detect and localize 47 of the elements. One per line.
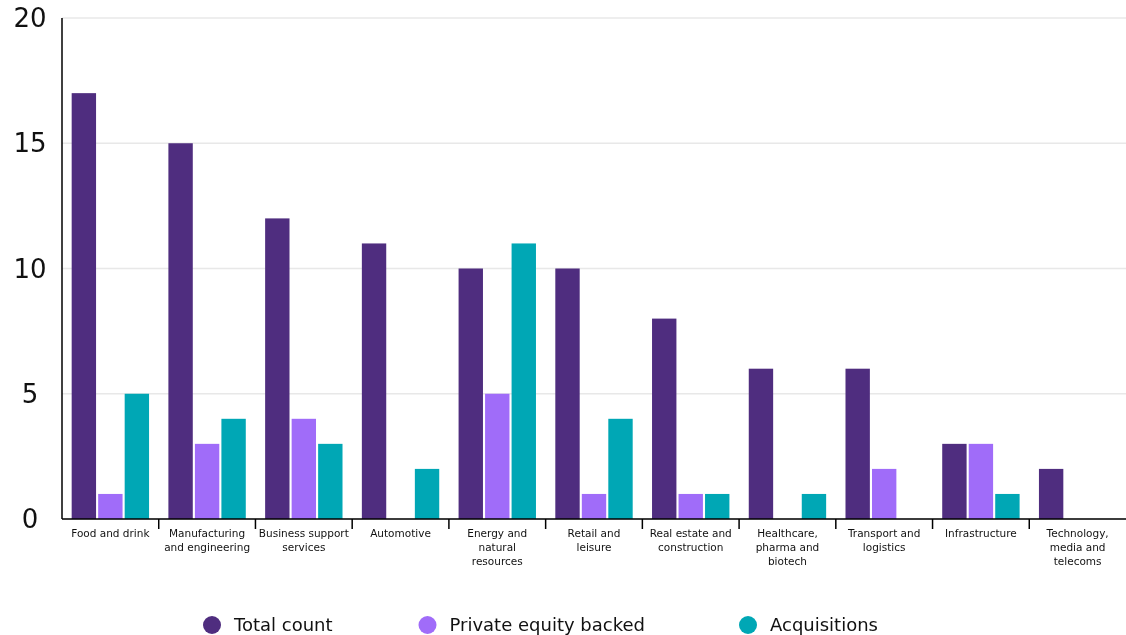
bar	[555, 268, 580, 519]
bar	[71, 93, 97, 519]
bar	[221, 418, 246, 519]
x-tick-label: Food and drink	[71, 527, 151, 539]
bar	[485, 393, 510, 519]
bar	[652, 318, 677, 519]
bar	[194, 443, 220, 519]
bar	[1038, 468, 1064, 519]
bar	[291, 418, 317, 519]
bar	[801, 493, 827, 519]
x-tick-label: Infrastructure	[944, 527, 1017, 539]
bar	[98, 493, 123, 519]
x-tick-label: Real estate and construction	[649, 527, 732, 553]
bar	[124, 393, 150, 519]
bar	[995, 493, 1020, 519]
bar	[511, 243, 536, 519]
x-tick-label: Automotive	[370, 527, 431, 539]
x-tick-label: Retail and leisure	[567, 527, 621, 553]
y-tick-label: 10	[13, 253, 47, 284]
x-tick-label: Business support services	[258, 527, 349, 553]
bar	[748, 368, 774, 519]
x-tick-label: Healthcare, pharma and biotech	[755, 527, 820, 567]
bar	[414, 468, 440, 519]
bar	[361, 243, 387, 519]
bar	[968, 443, 994, 519]
legend-label: Private equity backed	[449, 614, 645, 635]
bar	[168, 143, 193, 519]
y-tick-label: 15	[13, 128, 47, 159]
bar	[581, 493, 607, 519]
y-tick-label: 20	[13, 3, 47, 34]
bar	[705, 493, 730, 519]
legend-label: Acquisitions	[770, 614, 878, 635]
x-tick-label: Energy and natural resources	[467, 527, 528, 567]
y-tick-label: 0	[21, 504, 39, 535]
bar	[845, 368, 870, 519]
bar	[458, 268, 483, 519]
x-tick-label: Technology, media and telecoms	[1045, 527, 1109, 567]
bar	[942, 443, 967, 519]
bar	[318, 443, 343, 519]
bar	[608, 418, 633, 519]
bar	[871, 468, 897, 519]
x-tick-label: Transport and logistics	[846, 527, 921, 553]
x-tick-label: Manufacturing and engineering	[164, 527, 251, 553]
bar	[678, 493, 703, 519]
legend-label: Total count	[233, 614, 333, 635]
y-tick-label: 5	[21, 378, 39, 409]
bar	[265, 218, 290, 519]
